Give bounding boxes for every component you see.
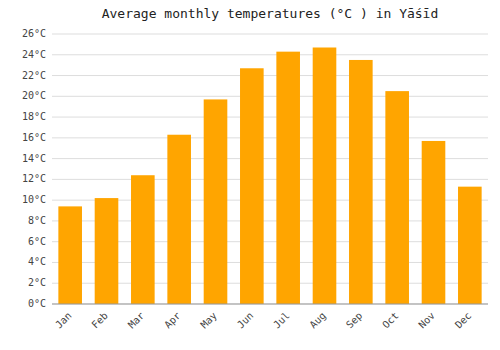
bar bbox=[276, 52, 300, 304]
y-tick-label: 12°C bbox=[22, 173, 46, 184]
grid-line bbox=[52, 34, 488, 35]
x-tick-label: Aug bbox=[307, 310, 328, 331]
bar bbox=[385, 91, 409, 304]
bar bbox=[240, 68, 264, 304]
bars bbox=[58, 48, 481, 305]
grid-line bbox=[52, 117, 488, 118]
x-tick-label: Nov bbox=[416, 310, 437, 331]
bar bbox=[95, 198, 119, 304]
grid-line bbox=[52, 137, 488, 138]
x-tick-label: Apr bbox=[162, 310, 183, 331]
y-tick-label: 14°C bbox=[22, 153, 46, 164]
bar bbox=[58, 206, 82, 304]
y-tick-label: 22°C bbox=[22, 70, 46, 81]
y-tick-label: 10°C bbox=[22, 194, 46, 205]
x-tick-label: May bbox=[198, 310, 219, 331]
chart-svg: 0°C 2°C 4°C 6°C 8°C 10°C 12°C 14°C 16°C 18°C 20°C 2… bbox=[0, 0, 500, 350]
bar bbox=[313, 48, 337, 305]
y-tick-label: 2°C bbox=[28, 277, 46, 288]
title: Average monthly temperatures (°C ) in Yā… bbox=[102, 6, 439, 21]
grid-line bbox=[52, 75, 488, 76]
x-tick-label: Jul bbox=[271, 310, 292, 331]
x-tick-label: Mar bbox=[126, 310, 147, 331]
grid-line bbox=[52, 96, 488, 97]
bar bbox=[167, 135, 191, 304]
y-ticks: 0°C 2°C 4°C 6°C 8°C 10°C 12°C 14°C 16°C 18°C 20°C 2… bbox=[22, 28, 46, 309]
x-tick-label: Jan bbox=[53, 310, 74, 331]
y-tick-label: 6°C bbox=[28, 236, 46, 247]
y-tick-label: 4°C bbox=[28, 256, 46, 267]
bar bbox=[458, 187, 482, 304]
bar bbox=[204, 99, 228, 304]
bar bbox=[131, 175, 155, 304]
grid-line bbox=[52, 54, 488, 55]
grid bbox=[52, 34, 488, 304]
x-tick-label: Sep bbox=[344, 310, 365, 331]
x-tick-label: Dec bbox=[453, 310, 474, 331]
x-axis-line bbox=[52, 304, 488, 305]
x-tick-label: Feb bbox=[89, 310, 110, 331]
x-tick-label: Jun bbox=[235, 310, 256, 331]
chart-container: 0°C 2°C 4°C 6°C 8°C 10°C 12°C 14°C 16°C 18°C 20°C 2… bbox=[0, 0, 500, 350]
grid-line bbox=[52, 304, 488, 305]
y-tick-label: 16°C bbox=[22, 132, 46, 143]
y-tick-label: 18°C bbox=[22, 111, 46, 122]
y-tick-label: 0°C bbox=[28, 298, 46, 309]
y-tick-label: 20°C bbox=[22, 90, 46, 101]
bar bbox=[349, 60, 373, 304]
x-tick-label: Oct bbox=[380, 310, 401, 331]
y-tick-label: 24°C bbox=[22, 49, 46, 60]
y-tick-label: 8°C bbox=[28, 215, 46, 226]
x-ticks: Jan Feb Mar Apr May Jun Jul Aug Sep Oct Nov Dec bbox=[53, 310, 473, 331]
y-tick-label: 26°C bbox=[22, 28, 46, 39]
bar bbox=[422, 141, 446, 304]
